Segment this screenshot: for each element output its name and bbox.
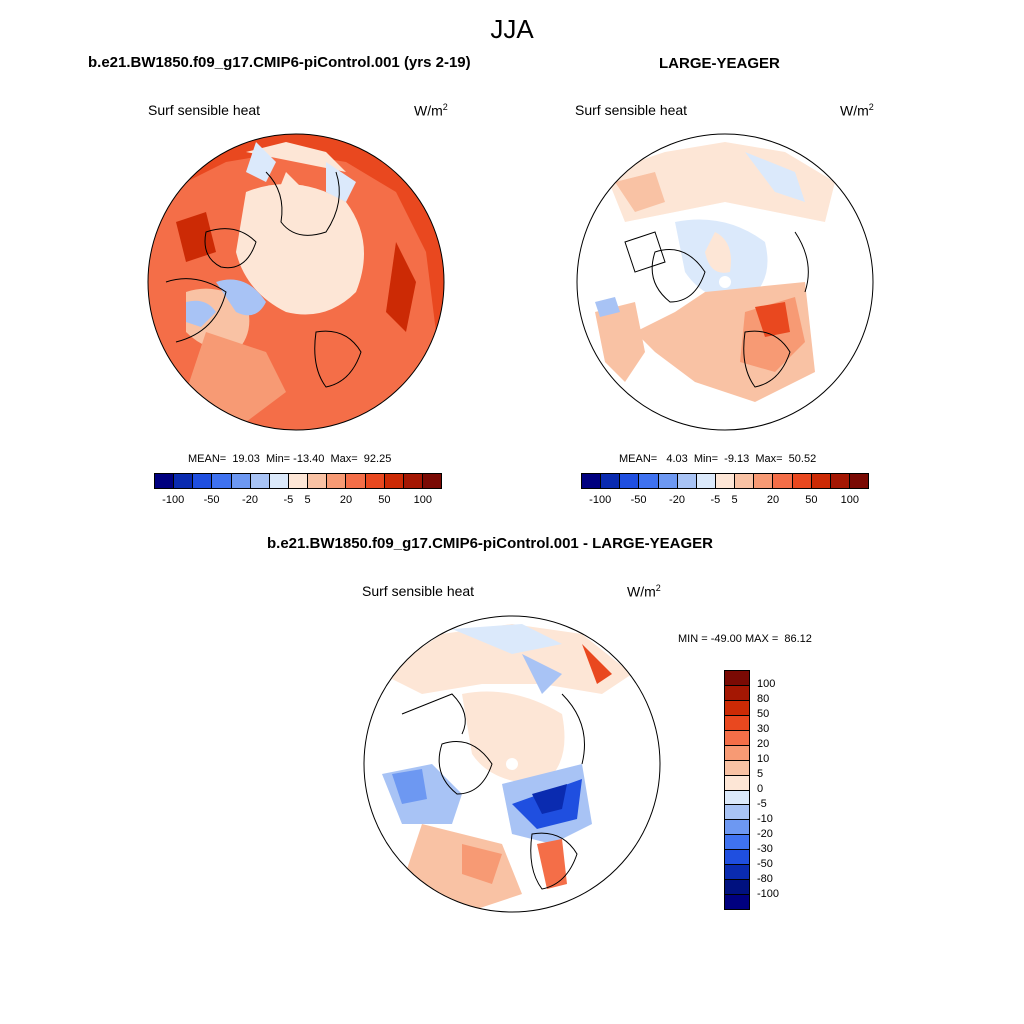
colorbar-tick-label: 100 bbox=[757, 678, 776, 690]
colorbar-tick-label: 50 bbox=[805, 494, 818, 506]
panel1-variable-label: Surf sensible heat bbox=[148, 102, 261, 118]
colorbar-tick-label: -20 bbox=[242, 494, 258, 506]
colorbar-tick-label: -30 bbox=[757, 843, 773, 855]
colorbar-swatch bbox=[725, 760, 749, 776]
colorbar-swatch bbox=[773, 474, 793, 488]
colorbar-swatch bbox=[601, 474, 621, 488]
colorbar-swatch bbox=[696, 474, 716, 488]
colorbar-swatch bbox=[725, 745, 749, 761]
colorbar-swatch bbox=[735, 474, 755, 488]
colorbar-swatch bbox=[193, 474, 213, 488]
panel3-stats: MIN = -49.00 MAX = 86.12 bbox=[678, 633, 812, 645]
colorbar-swatch bbox=[725, 850, 749, 866]
colorbar-swatch bbox=[620, 474, 640, 488]
panel3-colorbar-ticks: 100 80 50 30 20 10 5 0 -5 -10 -20 -30 -50 -80 -100 bbox=[757, 670, 797, 910]
panel1-stats: MEAN= 19.03 Min= -13.40 Max= 92.25 bbox=[188, 453, 392, 465]
colorbar-swatch bbox=[725, 880, 749, 896]
colorbar-swatch bbox=[582, 474, 602, 488]
colorbar-tick-label: 80 bbox=[757, 693, 770, 705]
colorbar-tick-label: 5 bbox=[757, 768, 764, 780]
colorbar-tick-label: -100 bbox=[757, 888, 780, 900]
colorbar-swatch bbox=[365, 474, 385, 488]
colorbar-tick-label: 20 bbox=[757, 738, 770, 750]
panel3-case-title: b.e21.BW1850.f09_g17.CMIP6-piControl.001… bbox=[267, 535, 713, 552]
colorbar-swatch bbox=[403, 474, 423, 488]
colorbar-swatch bbox=[849, 474, 869, 488]
colorbar-tick-label: 50 bbox=[378, 494, 391, 506]
colorbar-swatch bbox=[725, 685, 749, 701]
colorbar-tick-label: 10 bbox=[757, 753, 770, 765]
colorbar-swatch bbox=[346, 474, 366, 488]
colorbar-swatch bbox=[715, 474, 736, 488]
colorbar-swatch bbox=[422, 474, 442, 488]
colorbar-swatch bbox=[677, 474, 697, 488]
panel1-colorbar-ticks: -100 -50 -20 -5 5 20 50 100 bbox=[154, 494, 442, 508]
colorbar-swatch bbox=[639, 474, 659, 488]
panel2-colorbar-ticks: -100 -50 -20 -5 5 20 50 100 bbox=[581, 494, 869, 508]
colorbar-swatch bbox=[250, 474, 270, 488]
colorbar-tick-label: -50 bbox=[630, 494, 647, 506]
colorbar-tick-label: -20 bbox=[757, 828, 773, 840]
colorbar-tick-label: -80 bbox=[757, 873, 773, 885]
panel2-polar-map bbox=[576, 133, 874, 431]
colorbar-swatch bbox=[725, 820, 749, 836]
colorbar-swatch bbox=[155, 474, 175, 488]
colorbar-tick-label: -50 bbox=[203, 494, 220, 506]
colorbar-swatch bbox=[725, 715, 749, 731]
colorbar-swatch bbox=[212, 474, 232, 488]
colorbar-swatch bbox=[725, 790, 749, 806]
colorbar-tick-label: -5 bbox=[283, 494, 294, 506]
colorbar-swatch bbox=[811, 474, 831, 488]
panel2-variable-label: Surf sensible heat bbox=[575, 102, 688, 118]
colorbar-swatch bbox=[725, 671, 749, 686]
colorbar-swatch bbox=[725, 865, 749, 881]
colorbar-swatch bbox=[830, 474, 850, 488]
panel1-polar-map bbox=[147, 133, 445, 431]
panel2-units-label: W/m2 bbox=[840, 102, 874, 119]
figure-title: JJA bbox=[490, 14, 534, 44]
colorbar-tick-label: -50 bbox=[757, 858, 773, 870]
panel3-polar-map bbox=[363, 615, 661, 913]
colorbar-swatch bbox=[327, 474, 347, 488]
colorbar-swatch bbox=[174, 474, 194, 488]
panel3-units-label: W/m2 bbox=[627, 583, 661, 600]
colorbar-tick-label: 100 bbox=[840, 494, 859, 506]
colorbar-swatch bbox=[288, 474, 309, 488]
colorbar-tick-label: -100 bbox=[162, 494, 185, 506]
colorbar-swatch bbox=[725, 895, 749, 909]
colorbar-tick-label: 30 bbox=[757, 723, 770, 735]
colorbar-swatch bbox=[725, 775, 749, 791]
colorbar-tick-label: -5 bbox=[710, 494, 721, 506]
colorbar-tick-label: -20 bbox=[669, 494, 685, 506]
colorbar-tick-label: 5 bbox=[731, 494, 738, 506]
colorbar-tick-label: -100 bbox=[589, 494, 612, 506]
colorbar-swatch bbox=[308, 474, 328, 488]
colorbar-tick-label: 100 bbox=[413, 494, 432, 506]
colorbar-swatch bbox=[269, 474, 289, 488]
panel2-case-title: LARGE-YEAGER bbox=[659, 55, 780, 72]
panel2-stats: MEAN= 4.03 Min= -9.13 Max= 50.52 bbox=[619, 453, 817, 465]
panel3-variable-label: Surf sensible heat bbox=[362, 583, 475, 599]
colorbar-tick-label: 20 bbox=[339, 494, 353, 506]
colorbar-tick-label: 5 bbox=[304, 494, 311, 506]
colorbar-tick-label: 0 bbox=[757, 783, 764, 795]
colorbar-swatch bbox=[792, 474, 812, 488]
panel1-colorbar bbox=[154, 473, 442, 489]
colorbar-swatch bbox=[658, 474, 678, 488]
colorbar-swatch bbox=[754, 474, 774, 488]
colorbar-tick-label: -10 bbox=[757, 813, 773, 825]
colorbar-tick-label: 20 bbox=[766, 494, 780, 506]
colorbar-tick-label: -5 bbox=[757, 798, 767, 810]
panel1-case-title: b.e21.BW1850.f09_g17.CMIP6-piControl.001… bbox=[88, 54, 471, 71]
panel3-colorbar bbox=[724, 670, 750, 910]
colorbar-swatch bbox=[725, 700, 749, 716]
colorbar-swatch bbox=[231, 474, 251, 488]
panel2-colorbar bbox=[581, 473, 869, 489]
panel1-units-label: W/m2 bbox=[414, 102, 448, 119]
colorbar-swatch bbox=[725, 805, 749, 821]
colorbar-swatch bbox=[725, 730, 749, 746]
colorbar-swatch bbox=[725, 835, 749, 851]
colorbar-tick-label: 50 bbox=[757, 708, 770, 720]
colorbar-swatch bbox=[384, 474, 404, 488]
